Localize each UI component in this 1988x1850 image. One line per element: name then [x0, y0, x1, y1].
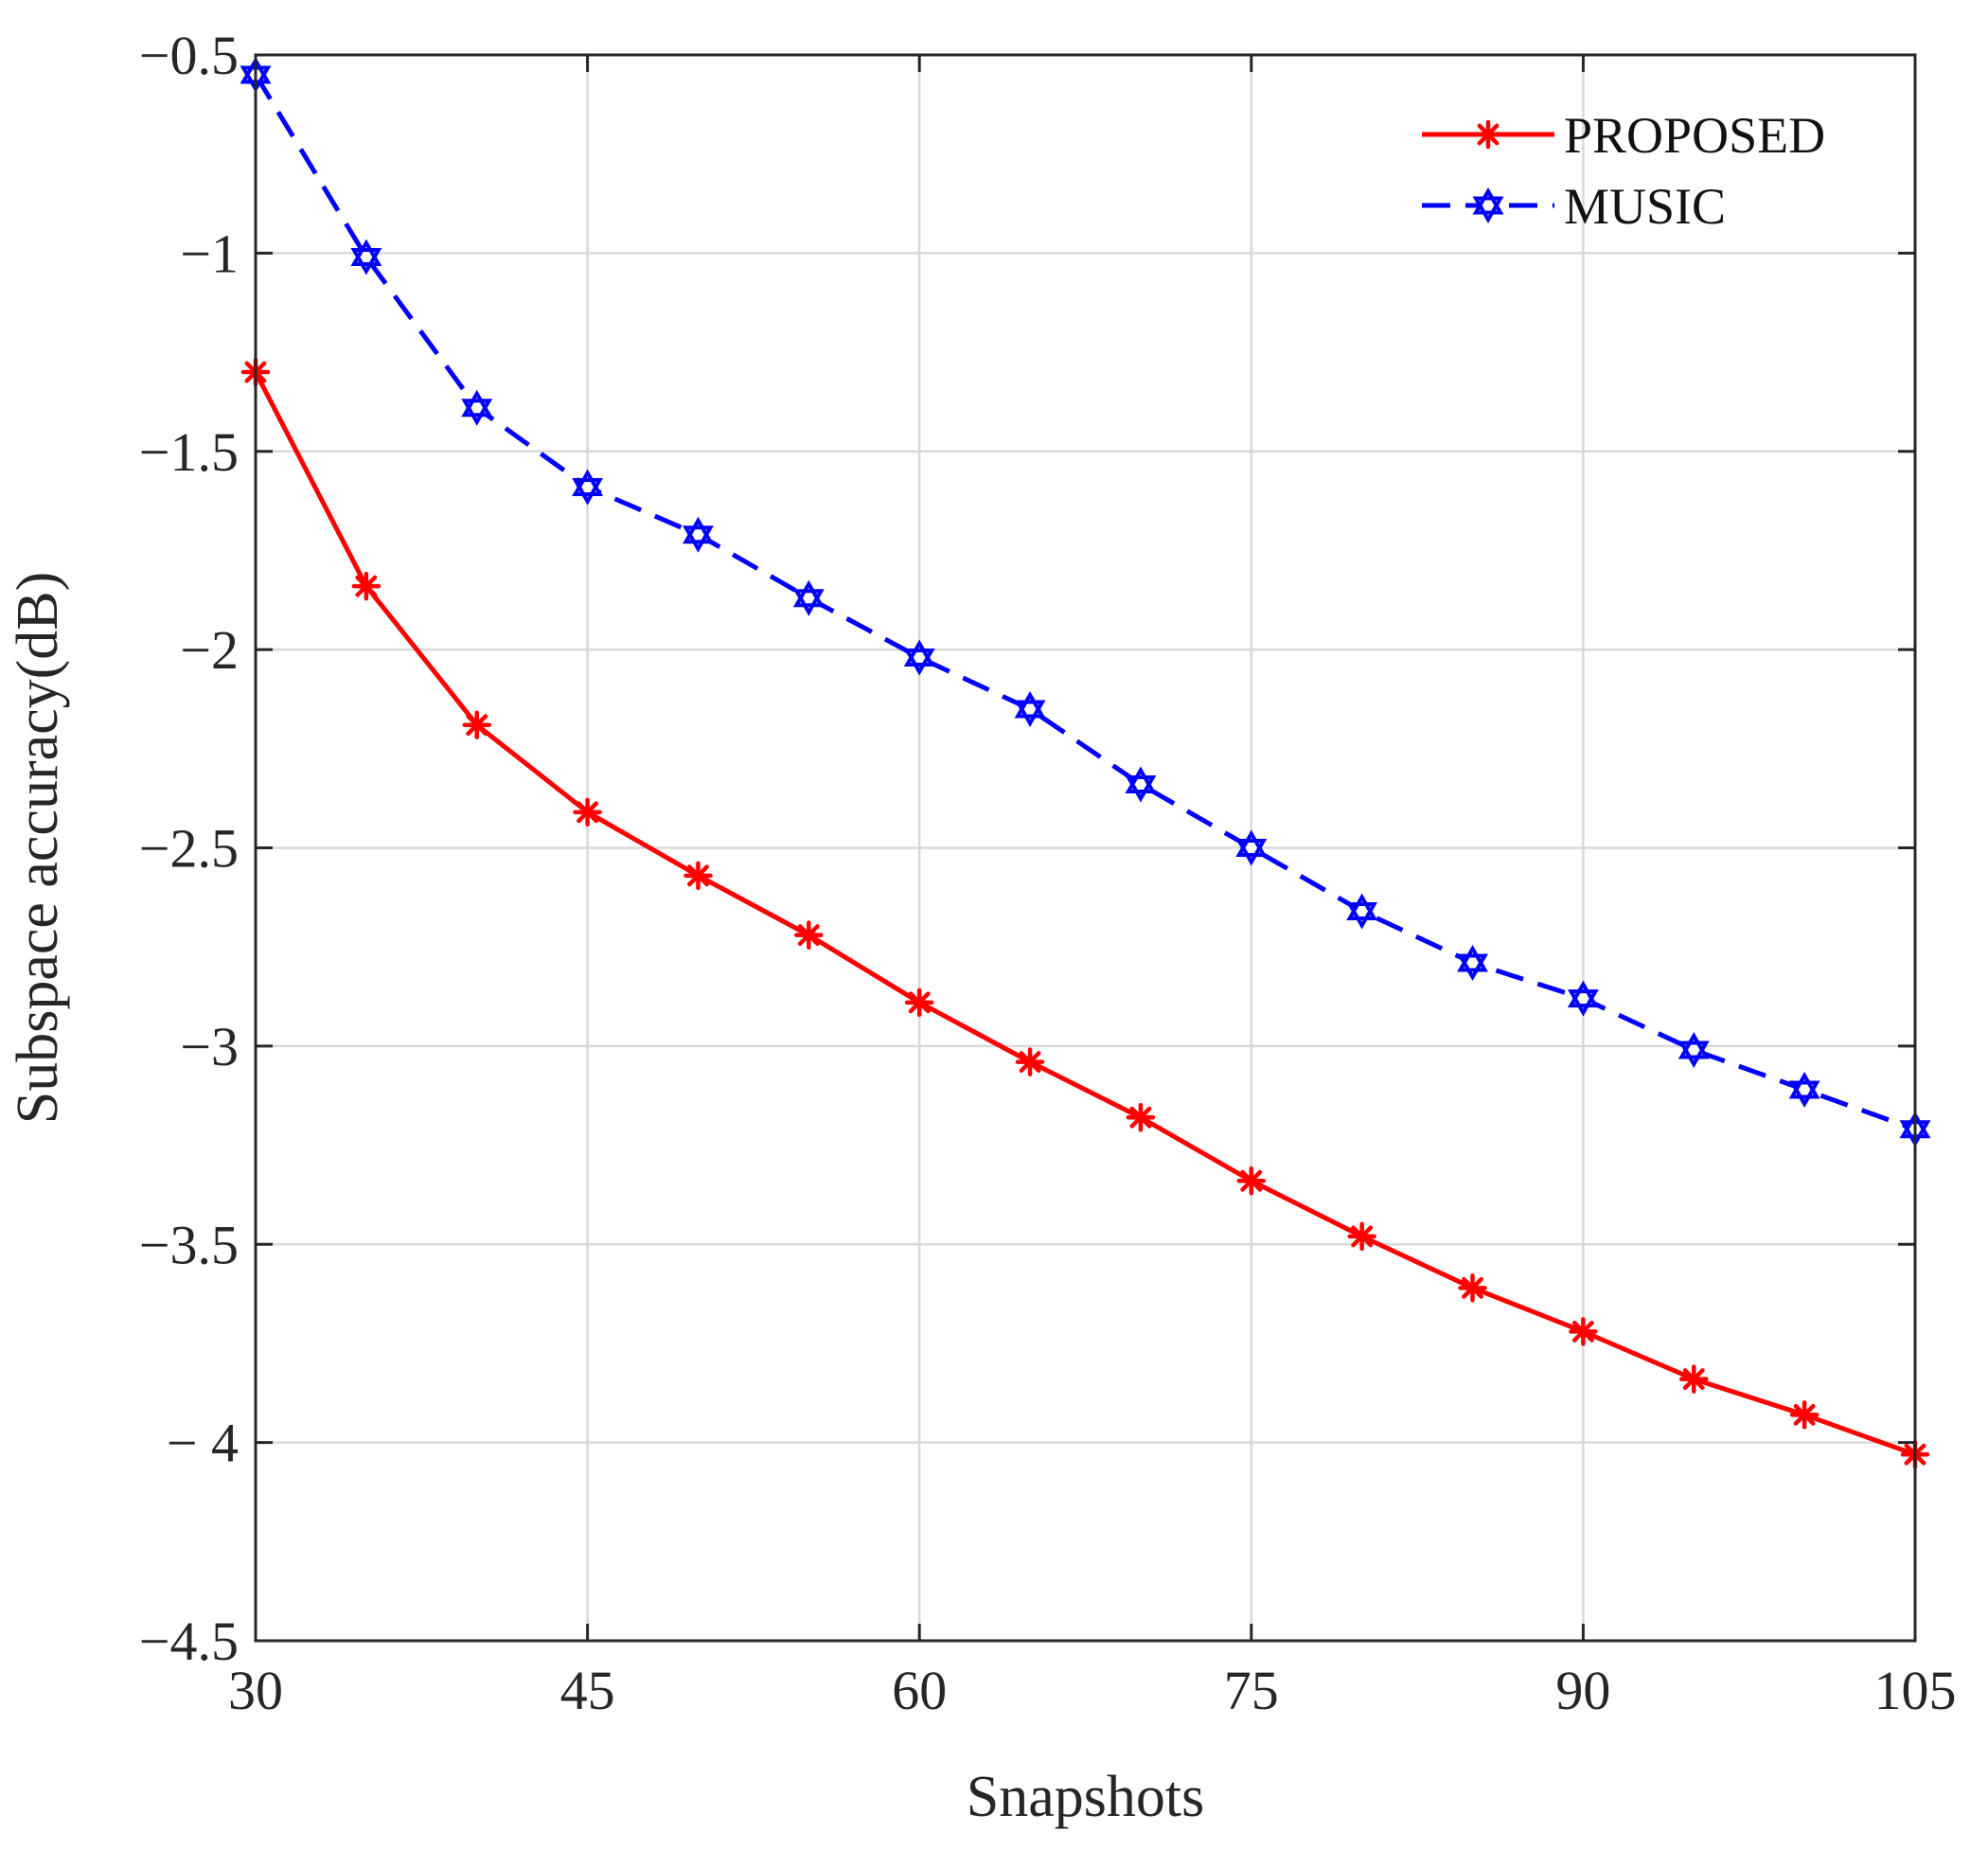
x-tick-label: 105: [1874, 1660, 1957, 1721]
x-tick-label: 90: [1555, 1660, 1610, 1721]
data-point-proposed: [1126, 1103, 1156, 1132]
data-point-music: [903, 639, 935, 676]
data-point-music: [1788, 1071, 1820, 1108]
data-point-proposed: [1789, 1400, 1819, 1430]
data-point-proposed: [351, 571, 382, 601]
x-tick-label: 45: [560, 1660, 615, 1721]
y-tick-label: −1.5: [139, 421, 239, 483]
y-tick-label: − 4: [167, 1413, 239, 1474]
y-tick-label: −0.5: [139, 25, 239, 86]
legend-item-music: MUSIC: [1422, 178, 1726, 235]
y-tick-label: −1: [180, 222, 239, 284]
data-point-music: [1457, 944, 1488, 981]
data-point-proposed: [1679, 1364, 1709, 1394]
data-point-proposed: [683, 861, 713, 891]
series-line-proposed: [253, 370, 1916, 1457]
grid: [256, 55, 1915, 1641]
data-point-proposed: [1458, 1273, 1487, 1303]
data-point-music: [1014, 690, 1046, 727]
x-tick-label: 30: [228, 1660, 283, 1721]
data-point-proposed: [1015, 1047, 1045, 1076]
y-tick-label: −3.5: [139, 1214, 239, 1275]
data-point-music: [683, 516, 714, 553]
y-tick-label: −2: [180, 619, 239, 681]
data-point-music: [792, 579, 825, 616]
data-point-music: [1677, 1032, 1710, 1069]
data-point-proposed: [1569, 1317, 1598, 1346]
data-point-music: [572, 469, 604, 506]
x-axis-title: Snapshots: [967, 1765, 1204, 1829]
y-axis-title: Subspace accuracy(dB): [6, 572, 70, 1125]
x-tick-label: 75: [1224, 1660, 1279, 1721]
series-line-music: [253, 73, 1916, 1132]
y-tick-label: −4.5: [139, 1610, 239, 1672]
data-point-proposed: [904, 987, 934, 1018]
legend-marker-proposed: [1473, 119, 1503, 150]
data-point-proposed: [1236, 1166, 1267, 1196]
data-point-proposed: [462, 710, 491, 739]
x-tick-label: 60: [892, 1660, 947, 1721]
legend-label-proposed: PROPOSED: [1564, 107, 1825, 164]
legend-item-proposed: PROPOSED: [1422, 107, 1825, 164]
y-tick-label: −3: [180, 1016, 239, 1077]
data-point-music: [1235, 829, 1268, 866]
tick-labels: 30 45 60 75 90 105 −0.5 −1 −1.5 −2 −2.5 −3 −3.5 − 4 −4…: [139, 25, 1957, 1721]
legend-marker-music: [1472, 187, 1504, 224]
data-point-music: [1125, 766, 1157, 803]
legend-label-music: MUSIC: [1564, 178, 1726, 235]
data-point-music: [350, 239, 382, 276]
data-point-music: [1346, 893, 1378, 930]
data-point-proposed: [794, 920, 824, 950]
data-point-proposed: [573, 797, 602, 827]
legend: PROPOSED MUSIC: [1422, 107, 1825, 235]
data-point-music: [1567, 980, 1599, 1017]
ticks: [254, 53, 1917, 1643]
y-tick-label: −2.5: [139, 818, 239, 880]
data-point-music: [461, 389, 493, 426]
data-point-proposed: [1347, 1221, 1376, 1252]
